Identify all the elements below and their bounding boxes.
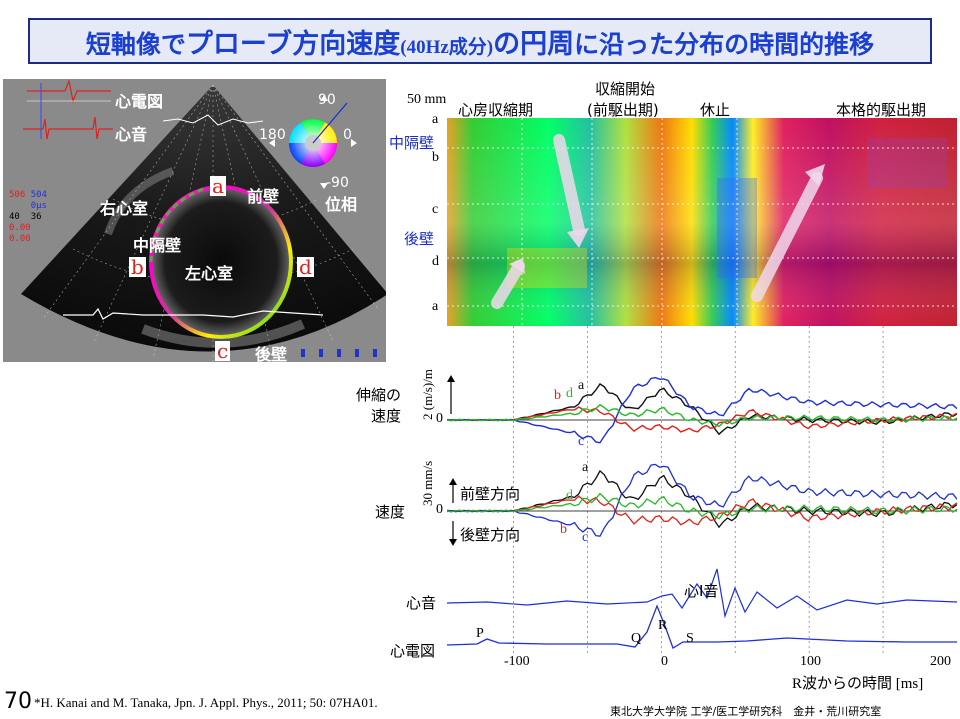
us-readouts: 506 504 0μs 40 36 0.00 0.00 <box>9 190 59 245</box>
ecg-trace <box>446 604 957 649</box>
velocity-series-d <box>446 492 958 520</box>
strain-letter-a: a <box>578 378 585 393</box>
title-part-4: の円周 <box>493 28 575 60</box>
strain-letter-d: d <box>566 386 573 401</box>
strain-series-d <box>446 403 958 428</box>
ecg-label: 心電図 <box>390 642 436 660</box>
readout-6: 0.00 <box>9 223 31 233</box>
title-part-3: (40Hz成分) <box>400 36 494 58</box>
title-part-5: に沿った分布の時間的推移 <box>574 29 875 59</box>
septum-label: 中隔壁 <box>133 236 182 255</box>
phase-atrial: 心房収縮期 <box>458 101 534 119</box>
phase-label: 位相 <box>325 195 358 214</box>
x-axis-label: R波からの時間 [ms] <box>792 676 924 692</box>
velocity-label: 速度 <box>375 503 406 521</box>
point-d: d <box>297 255 314 279</box>
ultrasound-svg <box>21 78 388 362</box>
phase-heatmap <box>447 118 957 326</box>
velocity-zero: 0 <box>436 502 443 517</box>
rv-label: 右心室 <box>100 199 149 218</box>
row-a-top: a <box>432 112 439 127</box>
strain-axis-arrow <box>447 375 455 414</box>
direction-arrows <box>449 478 457 546</box>
phase-pre-ejection: (前駆出期) <box>587 101 659 119</box>
point-c: c <box>215 339 231 363</box>
heatmap-septum: 中隔壁 <box>389 134 435 152</box>
vel-letter-c: c <box>582 530 589 545</box>
timeseries-plot-area <box>446 326 958 656</box>
row-c: c <box>432 202 439 217</box>
ecg-wave-p: P <box>476 626 484 641</box>
ecg-wave-r: R <box>658 618 668 633</box>
title-part-1: 短軸像で <box>85 29 186 59</box>
strain-label-2: 速度 <box>371 407 402 425</box>
phase-ejection: 本格的駆出期 <box>836 101 927 119</box>
row-b: b <box>432 150 439 165</box>
point-a: a <box>210 174 226 198</box>
velocity-series-c <box>446 463 958 537</box>
velocity-unit: 30 mm/s <box>420 460 435 506</box>
vel-letter-d: d <box>566 488 573 503</box>
readout-1: 506 <box>9 190 26 200</box>
phase-rest: 休止 <box>700 101 731 119</box>
lab-credit: 東北大学大学院 工学/医工学研究科 金井・荒川研究室 <box>610 705 882 718</box>
readout-3: 0μs <box>30 201 47 211</box>
strain-letter-c: c <box>578 434 585 449</box>
depth-scale: 50 mm <box>407 92 447 107</box>
row-a-bottom: a <box>432 299 439 314</box>
readout-5: 36 <box>30 212 42 222</box>
xtick-100: 100 <box>800 654 821 669</box>
xtick-m100: -100 <box>504 654 530 669</box>
citation: *H. Kanai and M. Tanaka, Jpn. J. Appl. P… <box>34 695 378 710</box>
page-number: 70 <box>4 689 32 714</box>
title-part-2: プローブ方向速度 <box>185 28 401 60</box>
ultrasound-image: 心電図 心音 位相 90 180 0 -90 右心室 中隔壁 左心室 前壁 後壁… <box>3 78 388 364</box>
strain-series-b <box>446 406 958 433</box>
phase-tick-90: 90 <box>318 92 336 108</box>
anterior-label: 前壁 <box>247 187 280 206</box>
s1-label: 心I音 <box>684 582 719 600</box>
point-b: b <box>129 255 146 279</box>
us-pcg-label: 心音 <box>115 125 148 144</box>
readout-4: 40 <box>9 212 20 222</box>
xtick-0: 0 <box>661 654 668 669</box>
heatmap-posterior: 後壁 <box>404 230 435 248</box>
vel-letter-b: b <box>560 522 567 537</box>
strain-series-c <box>446 376 958 444</box>
slide-title: 短軸像でプローブ方向速度(40Hz成分)の円周に沿った分布の時間的推移 <box>28 18 932 64</box>
strain-label-1: 伸縮の <box>356 386 402 404</box>
ecg-wave-q: Q <box>631 631 642 646</box>
phase-tick-0: 0 <box>343 127 352 143</box>
velocity-series-b <box>446 495 958 526</box>
readout-7: 0.00 <box>9 234 31 244</box>
phase-onset: 収縮開始 <box>595 80 656 98</box>
lv-label: 左心室 <box>185 264 234 283</box>
row-d: d <box>432 254 439 269</box>
timeseries-svg <box>446 326 958 656</box>
xtick-200: 200 <box>930 654 951 669</box>
vel-letter-a: a <box>582 460 589 475</box>
posterior-direction: 後壁方向 <box>460 526 521 544</box>
phase-tick-180: 180 <box>259 127 286 143</box>
pcg-trace <box>446 568 958 619</box>
pcg-label: 心音 <box>406 594 437 612</box>
readout-2: 504 <box>30 190 47 200</box>
anterior-direction: 前壁方向 <box>460 485 521 503</box>
strain-unit: 2 (m/s)/m <box>420 369 435 420</box>
strain-letter-b: b <box>554 388 561 403</box>
phase-tick-m90: -90 <box>326 175 349 191</box>
ecg-wave-s: S <box>686 631 694 646</box>
posterior-label: 後壁 <box>255 345 288 364</box>
us-ecg-label: 心電図 <box>115 92 164 111</box>
strain-zero: 0 <box>436 411 443 426</box>
